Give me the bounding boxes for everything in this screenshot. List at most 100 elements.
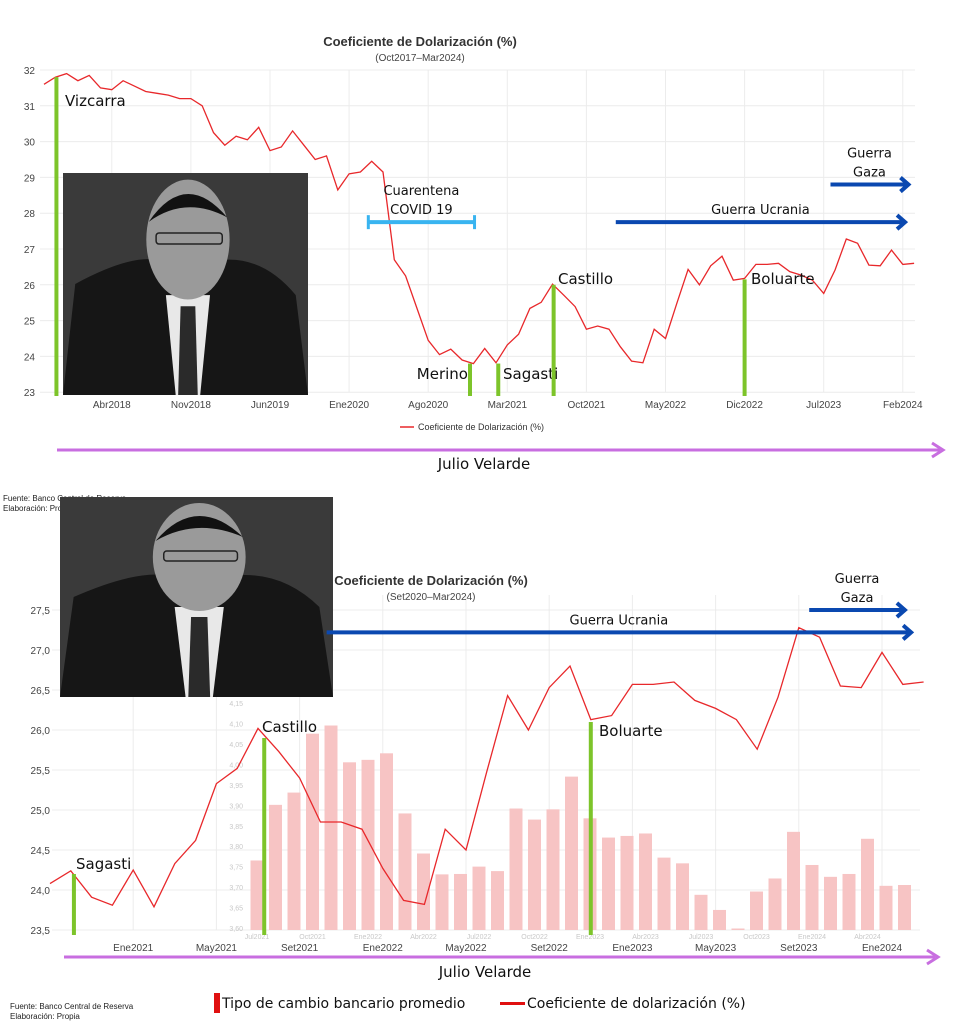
y-tick-label: 26,5 — [31, 686, 51, 697]
event-label: Guerra — [835, 572, 880, 587]
exchange-rate-bar — [731, 928, 745, 930]
exchange-rate-bar — [398, 813, 412, 930]
exchange-rate-bar — [713, 909, 726, 930]
president-label: Castillo — [558, 270, 613, 288]
event-label: Guerra — [847, 147, 892, 162]
x-tick-label: Dic2022 — [726, 400, 763, 411]
x-tick-label: Ago2020 — [408, 400, 448, 411]
legend-line-label: Coeficiente de dolarización (%) — [527, 996, 746, 1012]
y-tick-label: 23 — [24, 388, 36, 399]
y-tick-label: 24 — [24, 352, 36, 363]
x-tick-label: Ene2021 — [113, 943, 153, 954]
exchange-rate-bar — [805, 864, 819, 930]
tenure-label-bottom: Julio Velarde — [438, 963, 532, 981]
x-tick-label: Mar2021 — [488, 400, 528, 411]
top-chart-subtitle: (Oct2017–Mar2024) — [375, 53, 465, 64]
photo-julio-velarde-top — [63, 173, 308, 395]
bar-y-tick-label: 3,85 — [229, 824, 243, 831]
bar-x-tick-label: Jul2023 — [689, 934, 714, 941]
exchange-rate-bar — [454, 873, 467, 930]
president-label: Merino — [417, 365, 468, 383]
bar-y-tick-label: 4,05 — [229, 742, 243, 749]
bar-x-tick-label: Ene2022 — [354, 934, 382, 941]
x-tick-label: Abr2018 — [93, 400, 131, 411]
top-chart-title: Coeficiente de Dolarización (%) — [323, 34, 517, 49]
exchange-rate-bar — [269, 804, 282, 930]
exchange-rate-bar — [750, 891, 763, 930]
exchange-rate-bar — [361, 759, 375, 930]
war-arrow-head — [895, 213, 909, 231]
exchange-rate-bar — [694, 894, 708, 930]
exchange-rate-bar — [620, 835, 634, 930]
exchange-rate-bar — [343, 762, 356, 930]
legend-bars-swatch — [214, 993, 220, 1013]
exchange-rate-bar — [250, 860, 264, 930]
source-line-bottom: Fuente: Banco Central de Reserva — [10, 1002, 134, 1011]
top-legend-label: Coeficiente de Dolarización (%) — [418, 422, 544, 432]
y-tick-label: 29 — [24, 173, 36, 184]
exchange-rate-bar — [435, 874, 449, 930]
bar-x-tick-label: Oct2021 — [299, 934, 326, 941]
event-label: Guerra Ucrania — [711, 203, 810, 218]
exchange-rate-bar — [528, 819, 541, 930]
y-tick-label: 24,5 — [31, 846, 51, 857]
y-tick-label: 23,5 — [31, 926, 51, 937]
dollarization-line — [43, 72, 915, 365]
bar-y-tick-label: 3,65 — [229, 906, 243, 913]
bar-y-tick-label: 4,10 — [229, 722, 243, 729]
bar-x-tick-label: Abr2024 — [854, 934, 881, 941]
president-label: Castillo — [262, 718, 317, 736]
y-tick-label: 27 — [24, 245, 36, 256]
exchange-rate-bar — [861, 838, 874, 930]
bottom-chart-title: Coeficiente de Dolarización (%) — [334, 573, 528, 588]
event-label: Gaza — [841, 591, 874, 606]
bar-y-tick-label: 3,95 — [229, 783, 243, 790]
x-tick-label: May2021 — [196, 943, 238, 954]
exchange-rate-bar — [324, 725, 338, 930]
photo-tie — [178, 306, 198, 395]
exchange-rate-bar — [472, 866, 486, 930]
president-label: Sagasti — [503, 365, 558, 383]
x-tick-label: May2022 — [645, 400, 687, 411]
exchange-rate-bar — [306, 733, 319, 930]
bar-x-tick-label: Abr2022 — [410, 934, 437, 941]
y-tick-label: 26,0 — [31, 726, 51, 737]
photo-julio-velarde-bottom — [60, 497, 333, 697]
y-tick-label: 31 — [24, 102, 36, 113]
y-tick-label: 27,5 — [31, 606, 51, 617]
event-label: Cuarentena — [383, 184, 459, 199]
exchange-rate-bar — [768, 878, 782, 930]
president-label: Sagasti — [76, 855, 131, 873]
bar-x-tick-label: Ene2024 — [798, 934, 826, 941]
event-label: Guerra Ucrania — [570, 613, 669, 628]
bar-x-start-label: Jul2021 — [245, 934, 270, 941]
x-tick-label: Ene2023 — [612, 943, 652, 954]
bar-x-tick-label: Abr2023 — [632, 934, 659, 941]
war-arrow-head — [895, 601, 908, 619]
x-tick-label: Nov2018 — [171, 400, 211, 411]
bar-y-tick-label: 4,15 — [229, 701, 243, 708]
exchange-rate-bar — [676, 863, 689, 930]
president-label: Vizcarra — [65, 92, 126, 110]
x-tick-label: Set2023 — [780, 943, 818, 954]
photo-glasses — [162, 550, 239, 562]
y-tick-label: 25,5 — [31, 766, 51, 777]
exchange-rate-bar — [824, 876, 837, 930]
x-tick-label: Feb2024 — [883, 400, 923, 411]
legend-bars-label: Tipo de cambio bancario promedio — [221, 996, 465, 1012]
event-label: COVID 19 — [390, 203, 453, 218]
president-label: Boluarte — [751, 270, 815, 288]
exchange-rate-bar — [491, 871, 504, 930]
photo-tie — [188, 617, 211, 697]
y-tick-label: 27,0 — [31, 646, 51, 657]
elaboration-line-bottom: Elaboración: Propia — [10, 1012, 80, 1021]
exchange-rate-bar — [842, 873, 856, 930]
y-tick-label: 24,0 — [31, 886, 51, 897]
bar-y-tick-label: 4,00 — [229, 762, 243, 769]
x-tick-label: Oct2021 — [567, 400, 605, 411]
x-tick-label: Ene2024 — [862, 943, 902, 954]
tenure-arrow-bottom — [64, 948, 941, 966]
bar-x-tick-label: Jul2022 — [467, 934, 492, 941]
x-tick-label: Ene2022 — [363, 943, 403, 954]
